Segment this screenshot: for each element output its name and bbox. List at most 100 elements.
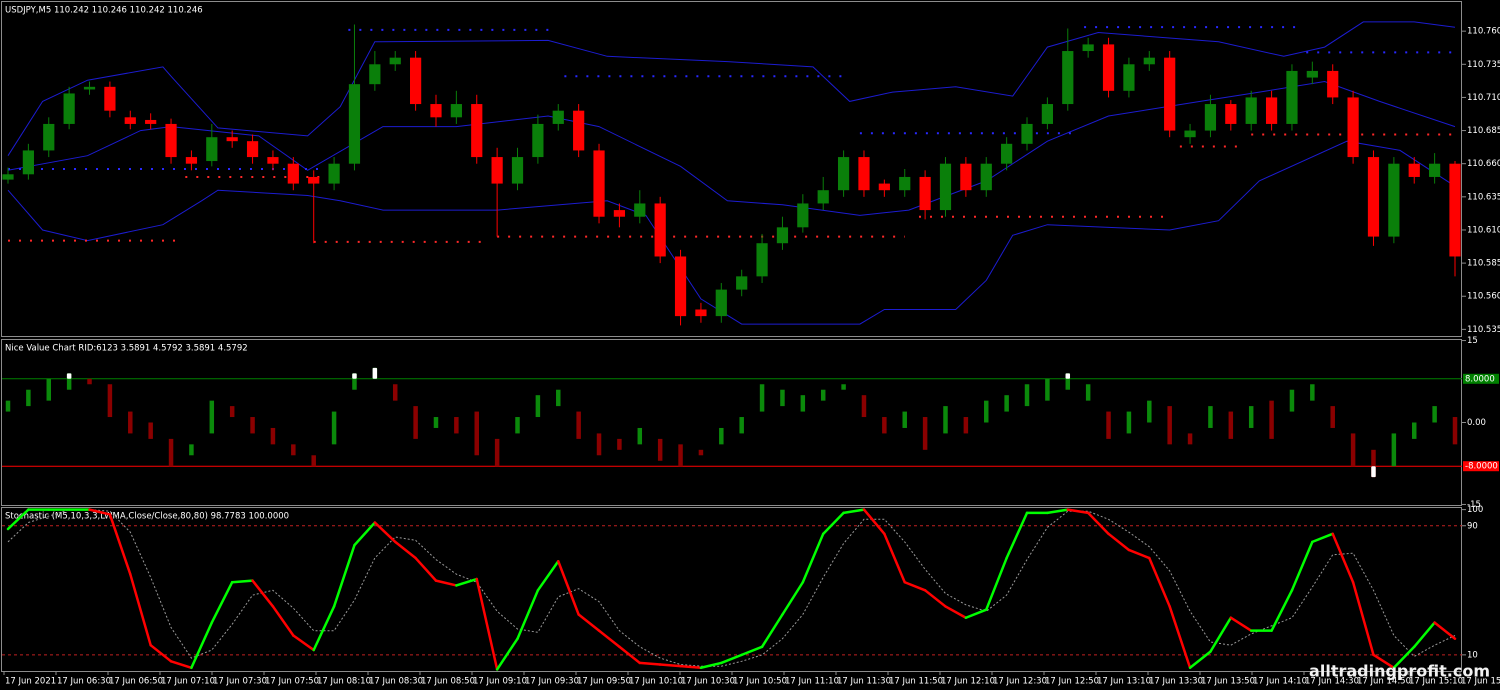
- value-bar: [943, 406, 948, 434]
- value-bar: [902, 411, 907, 428]
- stochastic-segment: [1086, 511, 1110, 536]
- value-bar: [454, 417, 459, 434]
- candle-body: [1347, 97, 1359, 158]
- stochastic-segment: [495, 637, 519, 671]
- time-label: 17 Jun 07:50: [265, 677, 319, 687]
- stochastic-segment: [1290, 540, 1314, 592]
- value-bar: [576, 411, 581, 439]
- value-bar: [719, 427, 724, 445]
- value-bar: [882, 417, 887, 434]
- value-bar: [1452, 417, 1458, 445]
- value-bar: [984, 400, 989, 423]
- time-label: 17 Jun 2021: [5, 677, 56, 687]
- candle-body: [206, 137, 218, 162]
- candle-body: [593, 150, 605, 217]
- band-line: [7, 21, 1456, 156]
- candle-body: [1102, 44, 1115, 91]
- value-bar: [1045, 378, 1050, 401]
- value-bar: [556, 389, 561, 407]
- stochastic-segment: [1107, 532, 1131, 552]
- band-line: [7, 80, 1456, 216]
- value-bar: [1085, 384, 1091, 401]
- stochastic-segment: [271, 605, 295, 637]
- stochastic-segment: [1209, 616, 1233, 653]
- stochastic-segment: [577, 613, 601, 632]
- time-label: 17 Jun 10:30: [681, 677, 735, 687]
- stochastic-segment: [210, 580, 234, 624]
- value-bar: [1289, 389, 1295, 412]
- value-bar: [1024, 384, 1030, 407]
- candle-body: [471, 104, 483, 158]
- value-bar: [678, 444, 683, 467]
- candle-body: [145, 119, 157, 124]
- value-bar: [820, 389, 826, 401]
- value-bar: [433, 417, 439, 428]
- candle-body: [185, 157, 198, 164]
- stochastic-segment: [760, 613, 784, 649]
- value-bar: [1310, 384, 1315, 401]
- value-bar: [1208, 406, 1213, 428]
- time-label: 17 Jun 08:50: [421, 677, 475, 687]
- candle-body: [919, 176, 931, 211]
- time-label: 17 Jun 14:30: [1305, 677, 1359, 687]
- value-bar: [229, 406, 235, 418]
- value-bar: [311, 455, 316, 467]
- stochastic-segment: [862, 508, 886, 536]
- candle-body: [776, 227, 789, 244]
- value-bar: [250, 417, 255, 434]
- stochastic-segment: [903, 580, 927, 592]
- candle-body: [1408, 163, 1420, 177]
- stochastic-segment: [129, 572, 152, 647]
- candle-body: [674, 256, 687, 317]
- candle-body: [1062, 51, 1074, 105]
- stochastic-segment: [781, 580, 805, 616]
- stochastic-segment: [883, 532, 906, 584]
- candle-body: [1143, 57, 1155, 65]
- y-tick-label: 110.585: [1467, 259, 1500, 269]
- value-bar: [739, 417, 744, 434]
- stochastic-segment: [1351, 580, 1375, 657]
- value-bar: [1248, 406, 1254, 428]
- value-bar: [596, 433, 602, 456]
- candle-body: [1041, 104, 1053, 124]
- candle-body: [1327, 70, 1339, 98]
- candle-body: [1388, 163, 1400, 237]
- stochastic-segment: [923, 589, 947, 608]
- y-tick-label: 110.560: [1467, 292, 1500, 302]
- value-bar: [1167, 406, 1172, 445]
- candle-body: [267, 157, 279, 164]
- time-label: 17 Jun 08:30: [369, 677, 423, 687]
- candle-body: [899, 176, 911, 191]
- time-label: 17 Jun 06:50: [109, 677, 163, 687]
- stochastic-segment: [1412, 621, 1436, 649]
- stochastic-segment: [1168, 605, 1192, 670]
- time-label: 17 Jun 07:10: [161, 677, 215, 687]
- candle-body: [715, 289, 727, 317]
- plot-layer: USDJPY,M5 110.242 110.246 110.242 110.24…: [2, 6, 1500, 687]
- candle-body: [491, 157, 503, 184]
- stochastic-segment: [475, 577, 499, 671]
- y-tick-label: -15: [1467, 500, 1481, 510]
- stochastic-segment: [1311, 532, 1334, 544]
- value-bar: [1411, 422, 1417, 439]
- value-bar: [515, 417, 520, 434]
- stochastic-segment: [658, 663, 682, 668]
- value-bar: [657, 438, 663, 461]
- stochastic-segment: [801, 532, 825, 584]
- candle-body: [308, 176, 320, 184]
- y-tick-label: 110.535: [1467, 325, 1500, 335]
- candle-body: [797, 203, 809, 228]
- candle-body: [1245, 97, 1257, 124]
- stochastic-segment: [373, 521, 397, 544]
- candle-body: [1184, 130, 1196, 138]
- y-tick-label: 110.735: [1467, 60, 1500, 70]
- stochastic-segment: [985, 556, 1008, 611]
- extreme-mark: [1371, 466, 1376, 478]
- value-bar: [861, 395, 867, 418]
- stochastic-segment: [516, 589, 540, 640]
- stochastic-segment: [414, 556, 438, 582]
- value-bar: [1269, 400, 1274, 439]
- candle-body: [450, 104, 462, 118]
- candle-body: [165, 123, 177, 158]
